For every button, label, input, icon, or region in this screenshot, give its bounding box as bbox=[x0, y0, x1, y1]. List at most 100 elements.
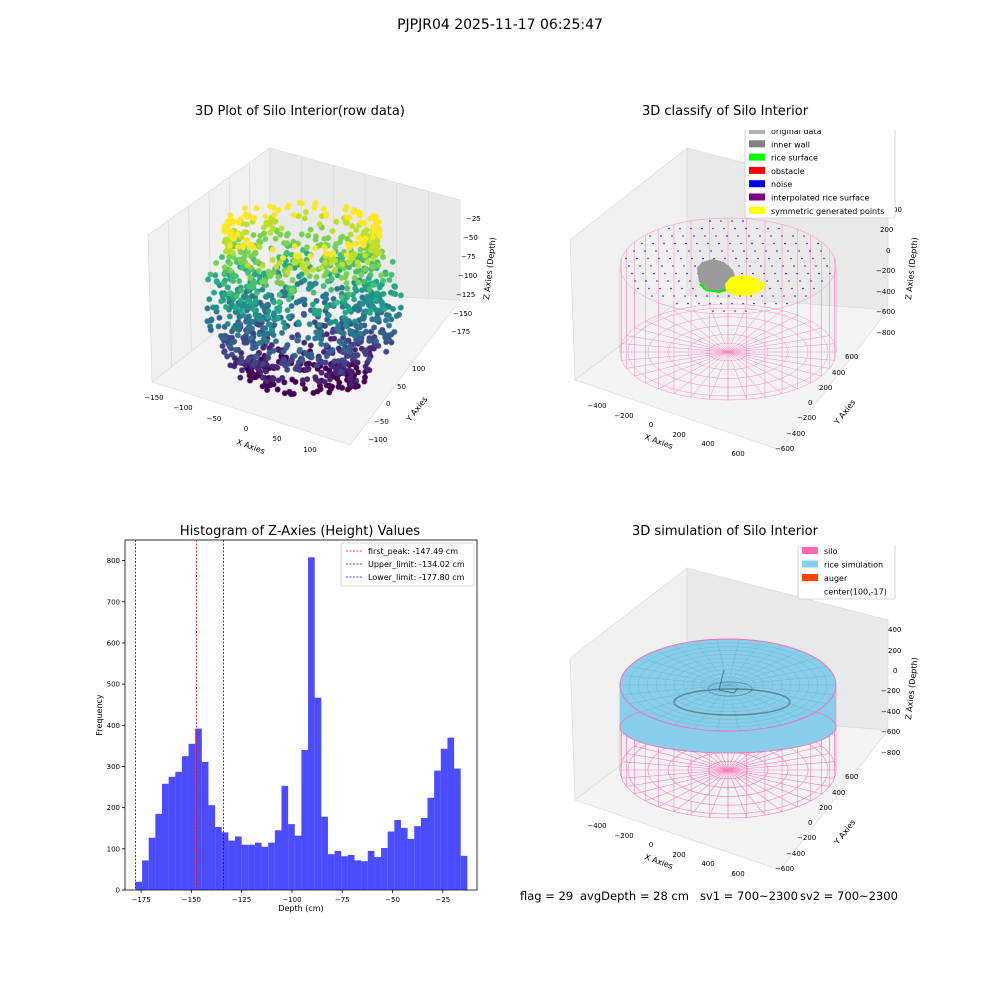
raw-point bbox=[312, 280, 319, 287]
legend-label: noise bbox=[771, 180, 792, 189]
histogram-bar bbox=[427, 797, 435, 890]
raw-point bbox=[241, 229, 248, 236]
classify-dot bbox=[745, 227, 747, 230]
histogram-bar bbox=[447, 737, 455, 890]
raw-xtick: 0 bbox=[244, 425, 248, 433]
raw-point bbox=[270, 375, 277, 382]
histogram-bar bbox=[434, 770, 441, 890]
raw-point bbox=[290, 211, 297, 219]
classify-dot bbox=[693, 235, 695, 237]
histogram-bar bbox=[294, 835, 302, 890]
raw-point bbox=[236, 278, 243, 285]
raw-point bbox=[301, 296, 308, 303]
histogram-bars bbox=[135, 557, 468, 890]
classify-x-ticks: −400 −200 0 200 400 600 bbox=[587, 402, 744, 458]
raw-point bbox=[318, 264, 325, 271]
classify-dot bbox=[704, 235, 706, 237]
raw-point bbox=[366, 337, 373, 345]
raw-point bbox=[352, 285, 359, 292]
classify-dot bbox=[790, 257, 792, 260]
raw-point bbox=[248, 325, 256, 332]
raw-point bbox=[251, 299, 258, 306]
raw-point bbox=[219, 342, 226, 350]
classify-dot bbox=[809, 250, 811, 252]
raw-point bbox=[284, 366, 291, 373]
raw-point bbox=[332, 366, 339, 373]
raw-point bbox=[285, 360, 292, 367]
raw-point-cloud bbox=[204, 199, 405, 398]
raw-ztick: −150 bbox=[453, 310, 472, 318]
raw-xtick: −150 bbox=[144, 394, 163, 402]
raw-point bbox=[295, 321, 303, 328]
classify-dot bbox=[734, 227, 736, 230]
raw-point bbox=[322, 359, 329, 366]
raw-point bbox=[311, 319, 318, 326]
classify-dot bbox=[777, 280, 779, 282]
raw-point bbox=[204, 276, 212, 283]
raw-point bbox=[275, 273, 282, 281]
histogram-bar bbox=[175, 771, 182, 890]
raw-point bbox=[343, 203, 350, 211]
raw-point bbox=[278, 225, 285, 232]
classify-dot bbox=[737, 235, 739, 237]
raw-point bbox=[343, 252, 351, 259]
classify-dot bbox=[695, 295, 697, 297]
histogram-legend-label: Upper_limit: -134.02 cm bbox=[368, 560, 465, 569]
classify-y-axis-label: Y Axies bbox=[832, 398, 858, 427]
raw-point bbox=[315, 334, 322, 341]
raw-point bbox=[291, 352, 298, 359]
raw-point bbox=[306, 280, 314, 288]
classify-dot bbox=[761, 295, 763, 297]
raw-point bbox=[212, 304, 219, 312]
histogram-bar bbox=[414, 826, 421, 890]
histogram-bar bbox=[221, 832, 229, 890]
raw-point bbox=[276, 259, 283, 267]
histogram-bar bbox=[181, 756, 189, 890]
raw-point bbox=[362, 347, 370, 354]
legend-label: center(100,-17) bbox=[824, 588, 887, 597]
classify-dot bbox=[675, 272, 677, 275]
classify-dot bbox=[655, 250, 657, 252]
raw-point bbox=[388, 316, 395, 323]
raw-point bbox=[237, 374, 244, 381]
legend-swatch bbox=[749, 153, 765, 161]
classify-dot bbox=[651, 295, 653, 297]
classify-dot bbox=[784, 242, 786, 245]
histogram-bar bbox=[327, 854, 335, 890]
classify-dot bbox=[718, 242, 720, 245]
classify-dot bbox=[634, 280, 636, 282]
histogram-bar bbox=[135, 881, 143, 890]
raw-point bbox=[317, 386, 324, 393]
raw-point bbox=[307, 252, 314, 260]
classify-dot bbox=[685, 242, 687, 245]
raw-point bbox=[339, 261, 346, 268]
raw-point bbox=[391, 283, 399, 290]
raw-point bbox=[323, 304, 330, 311]
histogram-legend-label: Lower_limit: -177.80 cm bbox=[368, 573, 465, 582]
raw-point bbox=[389, 258, 396, 265]
raw-ytick: −50 bbox=[374, 418, 389, 426]
raw-point bbox=[338, 284, 346, 291]
classify-dot bbox=[681, 287, 683, 290]
histogram-bar bbox=[354, 860, 362, 890]
classify-dot bbox=[642, 272, 644, 275]
raw-point bbox=[244, 262, 252, 269]
raw-point bbox=[349, 222, 356, 230]
raw-point bbox=[354, 383, 361, 390]
auger-marker bbox=[718, 669, 739, 694]
raw-point bbox=[257, 368, 264, 376]
raw-point bbox=[260, 304, 267, 311]
classify-dot bbox=[779, 257, 781, 260]
histogram-bar bbox=[440, 748, 448, 890]
classify-dot bbox=[795, 242, 797, 245]
simulation-ztick: −800 bbox=[881, 749, 900, 757]
raw-point bbox=[234, 243, 242, 251]
raw-3d-plot: −150 −100 −50 0 50 100 X Axies 100 50 0 … bbox=[144, 147, 498, 456]
classify-dot bbox=[701, 227, 703, 230]
classify-dot bbox=[759, 235, 761, 237]
raw-z-ticks: −25 −50 −75 −100 −125 −150 −175 bbox=[451, 215, 481, 336]
raw-point bbox=[216, 314, 223, 321]
raw-point bbox=[226, 290, 233, 297]
raw-point bbox=[247, 274, 254, 281]
classify-dot bbox=[787, 250, 789, 252]
